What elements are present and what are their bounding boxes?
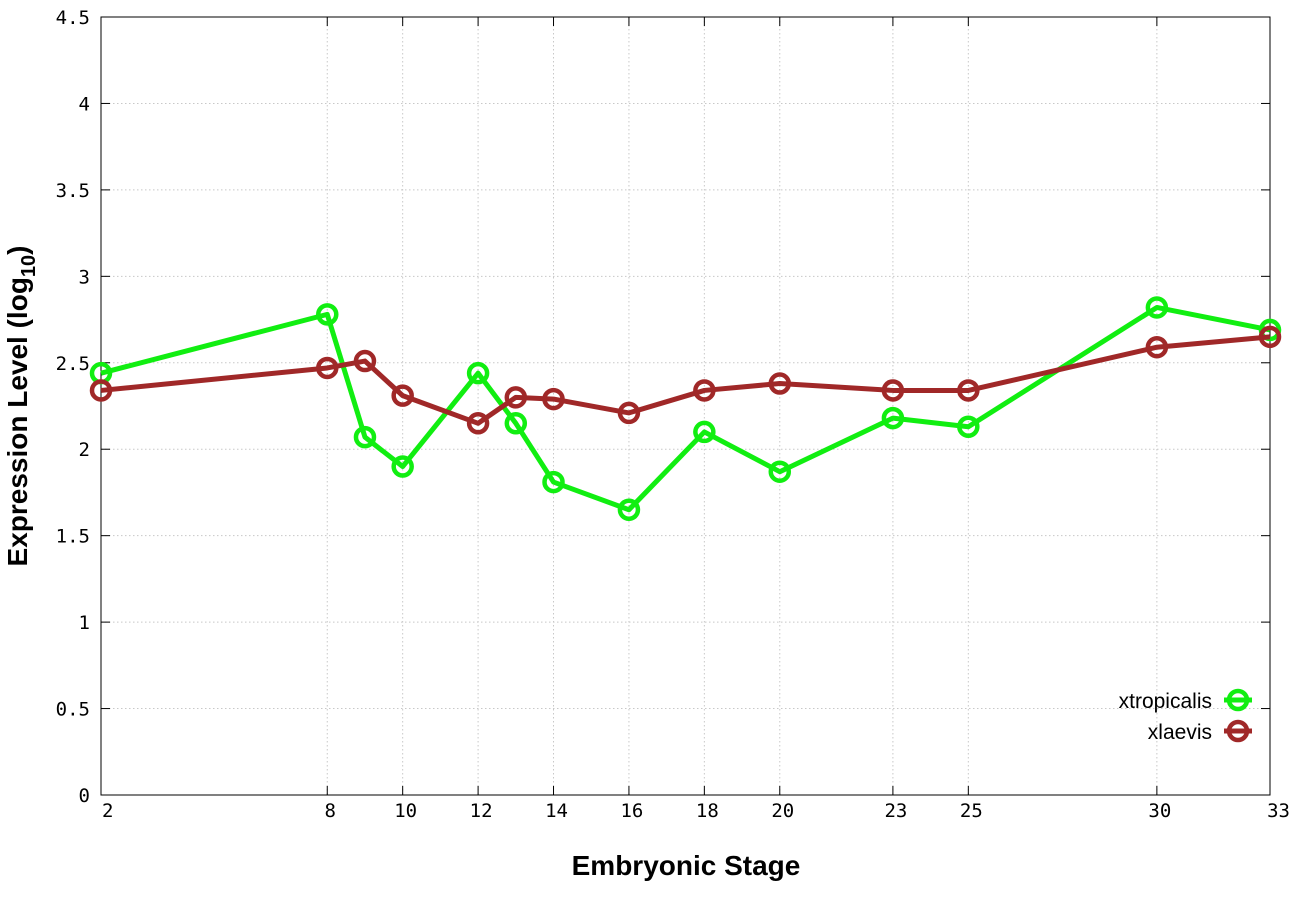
x-axis-title: Embryonic Stage	[572, 850, 801, 881]
data-point-xtropicalis	[466, 361, 490, 385]
data-point-xtropicalis	[504, 412, 528, 435]
legend: xtropicalis xlaevis	[1119, 688, 1252, 744]
data-point-xtropicalis	[617, 498, 641, 521]
data-point-xlaevis	[881, 379, 905, 402]
y-axis-title-close: )	[2, 246, 33, 255]
data-point-xlaevis	[768, 372, 792, 395]
x-tick-label: 25	[960, 800, 983, 822]
y-tick-label: 4	[79, 93, 90, 115]
series-xlaevis	[89, 325, 1282, 435]
y-axis-title: Expression Level (log10)	[2, 246, 40, 567]
y-tick-label: 1	[79, 612, 90, 634]
y-tick-label: 1.5	[56, 526, 90, 548]
data-point-xlaevis	[391, 384, 414, 407]
series-line-xtropicalis	[100, 304, 1271, 513]
legend-item-xtropicalis: xtropicalis	[1119, 688, 1252, 713]
data-point-xtropicalis	[693, 420, 716, 444]
legend-marker-xtropicalis	[1226, 688, 1250, 712]
y-tick-label: 4.5	[56, 7, 90, 29]
x-tick-label: 33	[1267, 800, 1290, 822]
legend-marker-xlaevis	[1226, 719, 1250, 743]
x-tick-label: 23	[884, 800, 907, 822]
legend-label-xlaevis: xlaevis	[1148, 721, 1212, 744]
data-point-xtropicalis	[316, 303, 339, 326]
y-axis-title-main: Expression Level (log	[2, 277, 33, 566]
x-tick-label: 18	[696, 800, 719, 822]
series-line-xlaevis	[100, 334, 1271, 426]
data-point-xlaevis	[693, 379, 716, 402]
data-point-xlaevis	[316, 356, 339, 380]
grid-lines	[101, 17, 1270, 795]
data-point-xlaevis	[466, 412, 490, 435]
x-tick-label: 10	[394, 800, 417, 822]
y-tick-label: 2.5	[56, 353, 90, 375]
data-point-xlaevis	[957, 379, 980, 402]
series-layer	[89, 296, 1282, 521]
data-point-xlaevis	[1145, 335, 1169, 359]
data-point-xlaevis	[617, 401, 641, 425]
data-point-xlaevis	[504, 386, 528, 409]
data-point-xtropicalis	[353, 425, 377, 449]
x-axis-ticks: 2 8 10 12 14 16 18 20 23 25 30 33	[100, 17, 1290, 822]
data-point-xtropicalis	[881, 406, 905, 430]
x-tick-label: 14	[545, 800, 568, 822]
data-point-xtropicalis	[1145, 296, 1169, 319]
y-tick-label: 3	[79, 266, 90, 288]
data-point-xtropicalis	[768, 460, 792, 483]
plot-frame	[100, 16, 1271, 796]
data-point-xtropicalis	[957, 415, 980, 438]
data-point-xlaevis	[1258, 325, 1282, 349]
legend-item-xlaevis: xlaevis	[1148, 719, 1252, 744]
y-axis-ticks: 0 0.5 1 1.5 2 2.5 3 3.5 4 4.5	[56, 7, 1270, 807]
y-tick-label: 0.5	[56, 699, 90, 721]
y-tick-label: 2	[79, 439, 90, 461]
x-tick-label: 30	[1148, 800, 1171, 822]
y-axis-title-subscript: 10	[18, 255, 40, 277]
y-tick-label: 3.5	[56, 180, 90, 202]
data-point-xlaevis	[542, 387, 565, 411]
data-point-xtropicalis	[542, 470, 565, 494]
x-tick-label: 20	[771, 800, 794, 822]
x-tick-label: 16	[620, 800, 643, 822]
data-point-xlaevis	[89, 379, 113, 402]
data-point-xlaevis	[353, 349, 377, 373]
x-tick-label: 12	[470, 800, 493, 822]
series-xtropicalis	[89, 296, 1282, 521]
legend-label-xtropicalis: xtropicalis	[1119, 690, 1212, 713]
x-tick-label: 2	[102, 800, 113, 822]
y-tick-label: 0	[79, 785, 90, 807]
data-point-xtropicalis	[391, 455, 414, 478]
x-tick-label: 8	[325, 800, 336, 822]
